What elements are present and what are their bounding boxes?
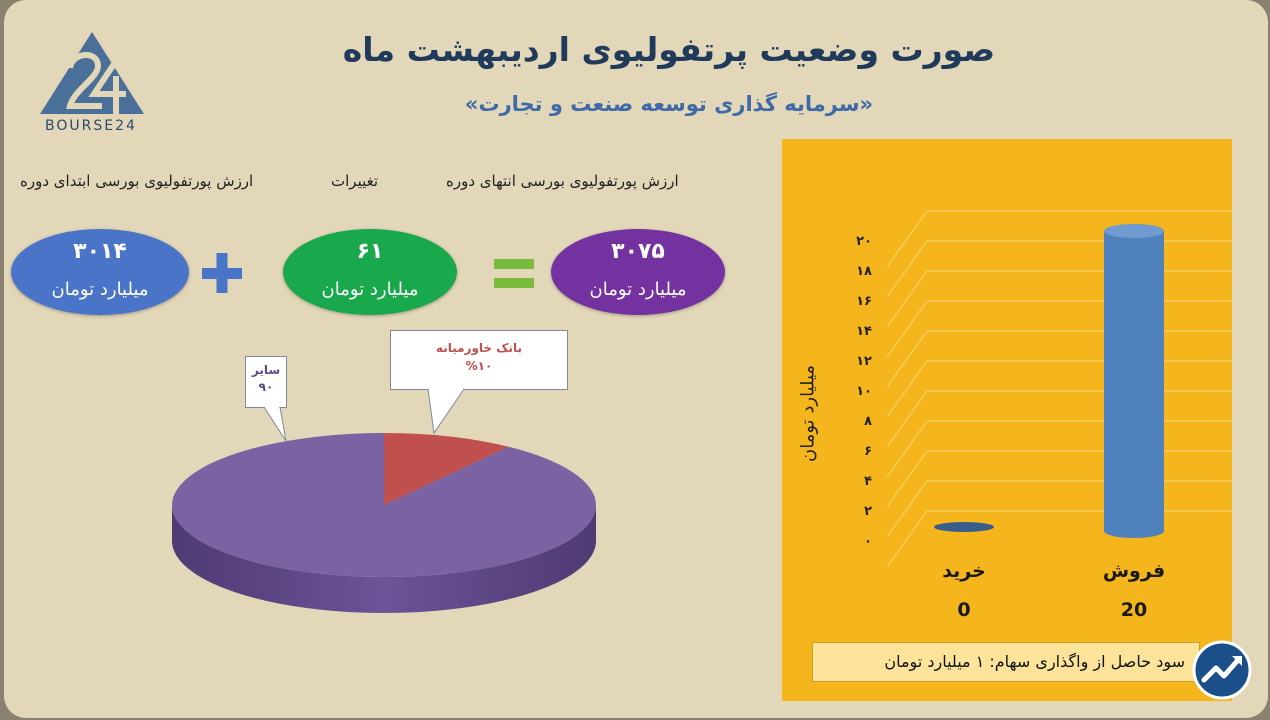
end-value-label: ارزش پورتفولیوی بورسی انتهای دوره (446, 172, 679, 190)
grid-diag-5 (886, 360, 928, 418)
pie-value-mideast-bank: %۱۰ (465, 359, 493, 373)
value-label-0: 0 (957, 599, 970, 621)
callout-pointer-others (263, 407, 287, 442)
category-label-0: خرید (942, 560, 986, 582)
y-tick-label-2: ۴ (864, 474, 872, 489)
pie-chart (172, 433, 596, 613)
bar-chart: ۰ ۲ ۴ ۶ ۸ ۱۰ ۱۲ ۱۴ ۱۶ ۱۸ ۲۰ خرید 0 فروش 20 (856, 210, 1232, 621)
trend-badge-icon (1192, 640, 1252, 700)
change-value-number: ۶۱ (356, 239, 384, 264)
bar-top-1 (1104, 224, 1164, 238)
grid-diag-8 (886, 270, 928, 328)
change-value-oval: ۶۱ میلیارد تومان (283, 229, 457, 315)
grid-diag-9 (886, 240, 928, 298)
grid-diag-10 (886, 210, 928, 268)
grid-diag-6 (886, 330, 928, 388)
plus-icon (202, 253, 242, 293)
profit-box: سود حاصل از واگذاری سهام: ۱ میلیارد توما… (812, 642, 1200, 682)
grid-diag-1 (886, 480, 928, 538)
grid-diag-4 (886, 390, 928, 448)
pie-callout-mideast-bank: بانک خاورمیانه %۱۰ (390, 330, 568, 390)
profit-text: سود حاصل از واگذاری سهام: ۱ میلیارد توما… (884, 652, 1185, 671)
grid-diag-0 (886, 510, 928, 568)
change-value-unit: میلیارد تومان (321, 279, 419, 300)
y-tick-label-1: ۲ (864, 504, 872, 519)
bar-1 (1104, 231, 1164, 538)
logo-text: BOURSE24 (45, 118, 137, 134)
pie-label-others: سایر (251, 363, 281, 377)
bar-chart-ylabel-wrap: میلیارد تومان (796, 350, 820, 480)
change-label: تغییرات (331, 172, 379, 190)
pie-callout-others: سایر ۹۰ (245, 356, 287, 408)
callout-pointer-mideast-bank (427, 389, 465, 435)
pie-slice-1 (172, 433, 596, 577)
y-tick-label-9: ۱۸ (856, 264, 872, 279)
bar-chart-ylabel: میلیارد تومان (797, 364, 819, 463)
pie-value-others: ۹۰ (258, 380, 274, 394)
y-tick-label-3: ۶ (864, 444, 872, 459)
y-tick-label-0: ۰ (864, 534, 872, 549)
infographic-card: صورت وضعیت پرتفولیوی اردیبهشت ماه «سرمای… (4, 0, 1268, 718)
pie-label-mideast-bank: بانک خاورمیانه (435, 341, 523, 355)
page-subtitle: «سرمایه گذاری توسعه صنعت و تجارت» (464, 92, 874, 116)
end-value-unit: میلیارد تومان (589, 279, 687, 300)
grid-diag-2 (886, 450, 928, 508)
y-tick-label-7: ۱۴ (856, 324, 872, 339)
y-tick-label-8: ۱۶ (856, 294, 872, 309)
y-tick-label-5: ۱۰ (856, 384, 872, 399)
grid-diag-7 (886, 300, 928, 358)
category-label-1: فروش (1103, 560, 1165, 582)
bourse24-logo (40, 32, 144, 114)
y-tick-label-4: ۸ (864, 414, 872, 429)
pie-slice-0 (384, 433, 509, 505)
page-title: صورت وضعیت پرتفولیوی اردیبهشت ماه (342, 30, 996, 69)
value-label-1: 20 (1121, 599, 1147, 621)
y-tick-label-10: ۲۰ (856, 234, 872, 249)
bar-0 (934, 522, 994, 532)
start-value-number: ۳۰۱۴ (73, 239, 127, 264)
pie-side-wall (172, 505, 596, 613)
y-tick-label-6: ۱۲ (856, 354, 872, 369)
start-value-label: ارزش پورتفولیوی بورسی ابتدای دوره (20, 172, 254, 190)
grid-diag-3 (886, 420, 928, 478)
end-value-oval: ۳۰۷۵ میلیارد تومان (551, 229, 725, 315)
start-value-oval: ۳۰۱۴ میلیارد تومان (11, 229, 189, 315)
end-value-number: ۳۰۷۵ (611, 239, 665, 264)
equals-icon (494, 259, 534, 288)
start-value-unit: میلیارد تومان (51, 279, 149, 300)
